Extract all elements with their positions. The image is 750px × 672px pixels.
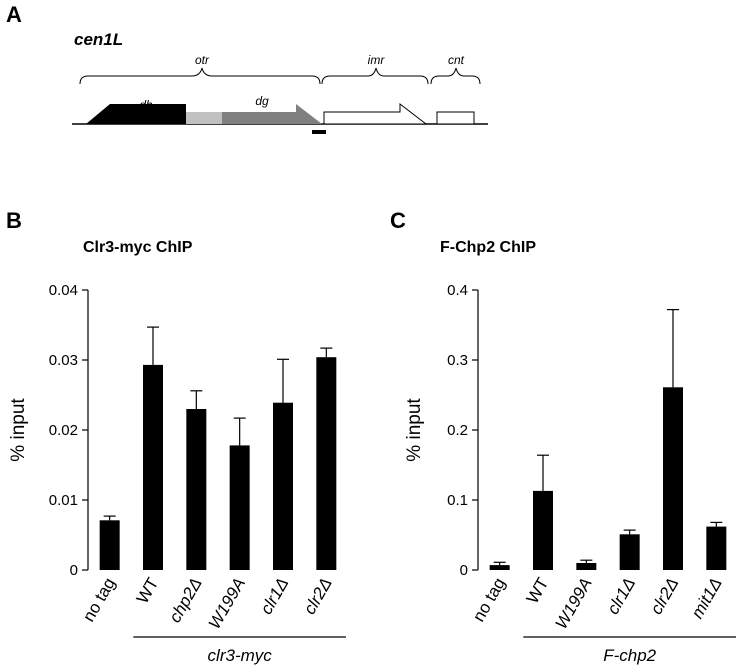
chart-b-category-label: no tag bbox=[79, 575, 119, 625]
chart-b-bar bbox=[229, 445, 250, 570]
chart-c: 0 0.1 0.2 0.3 0.4 % input no tag WT W199A clr1Δ cl… bbox=[404, 282, 736, 665]
cnt-brace bbox=[430, 67, 481, 85]
chart-b-y-axis-label: % input bbox=[8, 398, 29, 462]
panel-a: A cen1L otr imr cnt dh dg bbox=[6, 2, 488, 134]
chart-c-y-tick-label: 0 bbox=[460, 562, 468, 579]
dh-dg-spacer bbox=[186, 112, 222, 124]
probe-marker bbox=[312, 130, 326, 134]
chart-c-y-tick-label: 0.3 bbox=[447, 352, 468, 369]
otr-brace bbox=[79, 67, 321, 85]
imr-repeat bbox=[323, 102, 428, 125]
dg-repeat bbox=[222, 104, 322, 124]
chart-b-y-tick-label: 0.01 bbox=[49, 492, 78, 509]
chart-c-bar bbox=[576, 563, 597, 570]
otr-label: otr bbox=[195, 53, 210, 67]
chart-b: 0 0.01 0.02 0.03 0.04 % input no tag WT chp2Δ W19… bbox=[8, 282, 346, 665]
chart-b-bar bbox=[186, 409, 207, 570]
chart-b-category-label: clr1Δ bbox=[257, 575, 293, 618]
panel-c-title: F-Chp2 ChIP bbox=[440, 239, 536, 256]
chart-c-bar bbox=[619, 534, 640, 570]
chart-c-y-axis-label: % input bbox=[404, 398, 425, 462]
chart-c-bar bbox=[663, 387, 683, 570]
chart-c-bar bbox=[533, 490, 553, 570]
chart-b-bar bbox=[316, 357, 337, 570]
chart-b-category-label: WT bbox=[133, 575, 163, 607]
panel-b-letter: B bbox=[6, 208, 22, 233]
chart-b-bar bbox=[99, 520, 120, 570]
panel-b-title: Clr3-myc ChIP bbox=[83, 239, 193, 256]
chart-c-group-label: F-chp2 bbox=[603, 646, 656, 665]
chart-c-category-label: W199A bbox=[551, 575, 595, 633]
chart-b-group-label: clr3-myc bbox=[208, 646, 273, 665]
chart-c-category-label: clr1Δ bbox=[603, 575, 639, 618]
chart-c-category-label: WT bbox=[523, 575, 553, 607]
cen1l-label: cen1L bbox=[74, 30, 123, 49]
chart-b-bar bbox=[143, 364, 163, 570]
chart-c-y-tick-label: 0.2 bbox=[447, 422, 468, 439]
chart-c-bar bbox=[489, 565, 510, 570]
imr-label: imr bbox=[368, 53, 386, 67]
panel-a-letter: A bbox=[6, 2, 22, 27]
chart-b-bar bbox=[273, 402, 293, 570]
chart-b-y-tick-label: 0.03 bbox=[49, 352, 78, 369]
panel-c-letter: C bbox=[390, 208, 406, 233]
chart-b-category-label: clr2Δ bbox=[300, 575, 336, 618]
cnt-label: cnt bbox=[448, 53, 465, 67]
chart-b-category-label: chp2Δ bbox=[165, 575, 206, 626]
chart-c-y-tick-label: 0.4 bbox=[447, 282, 468, 299]
dg-label: dg bbox=[255, 94, 269, 108]
chart-c-category-label: no tag bbox=[469, 575, 509, 625]
imr-brace bbox=[321, 67, 429, 85]
chart-c-category-label: clr2Δ bbox=[647, 575, 683, 618]
chart-b-category-label: W199A bbox=[205, 575, 249, 633]
cnt-box bbox=[436, 111, 475, 125]
chart-c-y-tick-label: 0.1 bbox=[447, 492, 468, 509]
chart-b-y-tick-label: 0 bbox=[70, 562, 78, 579]
dh-repeat bbox=[86, 104, 186, 124]
chart-c-bar bbox=[706, 526, 727, 570]
chart-c-category-label: mit1Δ bbox=[688, 575, 726, 622]
chart-b-y-tick-label: 0.04 bbox=[49, 282, 78, 299]
chart-b-y-tick-label: 0.02 bbox=[49, 422, 78, 439]
